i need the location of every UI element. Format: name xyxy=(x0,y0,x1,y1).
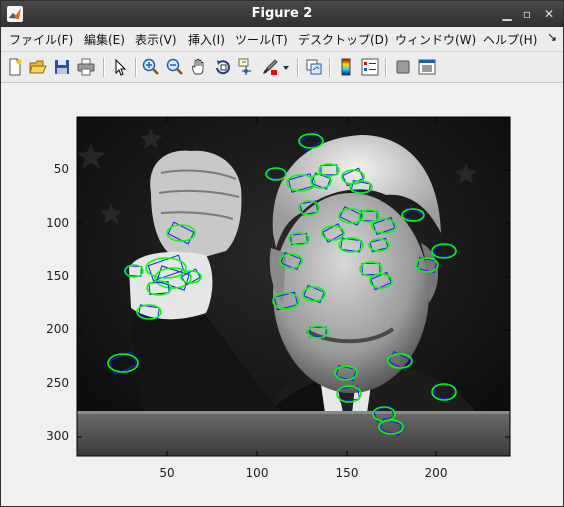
print-icon[interactable] xyxy=(77,58,95,76)
figure-canvas: 50 100 150 200 250 300 50 100 150 200 xyxy=(1,83,563,506)
y-tick-label: 50 xyxy=(29,162,69,176)
close-icon[interactable]: ✕ xyxy=(541,6,557,22)
zoom-out-icon[interactable] xyxy=(166,58,184,76)
new-figure-icon[interactable] xyxy=(6,58,24,76)
title-bar[interactable]: Figure 2 ▁ ▫ ✕ xyxy=(1,1,563,27)
menu-bar: ファイル(F) 編集(E) 表示(V) 挿入(I) ツール(T) デスクトップ(… xyxy=(1,27,563,52)
menu-window[interactable]: ウィンドウ(W) xyxy=(395,31,476,48)
image-axes[interactable] xyxy=(1,83,563,506)
menu-view[interactable]: 表示(V) xyxy=(135,31,177,48)
data-cursor-icon[interactable] xyxy=(238,58,256,76)
window-title: Figure 2 xyxy=(1,6,563,21)
hide-plot-tools-icon[interactable] xyxy=(394,58,412,76)
brush-dropdown-icon[interactable] xyxy=(281,58,291,76)
insert-legend-icon[interactable] xyxy=(361,58,379,76)
pointer-icon[interactable] xyxy=(111,58,129,76)
grayscale-photo xyxy=(77,117,510,456)
zoom-in-icon[interactable] xyxy=(142,58,160,76)
menu-edit[interactable]: 編集(E) xyxy=(84,31,125,48)
save-icon[interactable] xyxy=(53,58,71,76)
maximize-icon[interactable]: ▫ xyxy=(519,6,535,22)
y-tick-label: 200 xyxy=(29,322,69,336)
toolbar-separator xyxy=(135,58,137,77)
toolbar-separator xyxy=(385,58,387,77)
y-tick-label: 100 xyxy=(29,216,69,230)
x-tick-label: 150 xyxy=(327,466,367,480)
pan-icon[interactable] xyxy=(190,58,208,76)
y-tick-label: 150 xyxy=(29,269,69,283)
insert-colorbar-icon[interactable] xyxy=(337,58,355,76)
toolbar-separator xyxy=(103,58,105,77)
menu-insert[interactable]: 挿入(I) xyxy=(188,31,225,48)
menu-overflow-icon[interactable]: ↘ xyxy=(547,30,557,44)
toolbar-separator xyxy=(329,58,331,77)
x-tick-label: 50 xyxy=(147,466,187,480)
y-tick-label: 250 xyxy=(29,376,69,390)
toolbar-separator xyxy=(297,58,299,77)
brush-icon[interactable] xyxy=(261,58,279,76)
open-file-icon[interactable] xyxy=(29,58,47,76)
rotate-3d-icon[interactable] xyxy=(214,58,232,76)
menu-help[interactable]: ヘルプ(H) xyxy=(483,31,537,48)
x-tick-label: 100 xyxy=(237,466,277,480)
show-plot-tools-icon[interactable] xyxy=(418,58,436,76)
figure-toolbar xyxy=(1,52,563,83)
y-tick-label: 300 xyxy=(29,429,69,443)
menu-tools[interactable]: ツール(T) xyxy=(235,31,288,48)
menu-file[interactable]: ファイル(F) xyxy=(9,31,73,48)
minimize-icon[interactable]: ▁ xyxy=(499,6,515,22)
menu-desktop[interactable]: デスクトップ(D) xyxy=(298,31,389,48)
link-plot-icon[interactable] xyxy=(305,58,323,76)
x-tick-label: 200 xyxy=(416,466,456,480)
